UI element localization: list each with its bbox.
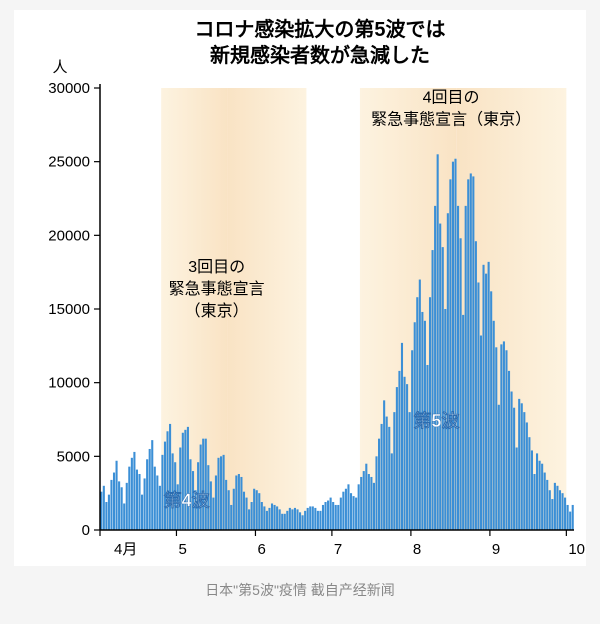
svg-text:緊急事態宣言（東京）: 緊急事態宣言（東京） [371, 111, 531, 129]
svg-text:15000: 15000 [48, 301, 90, 318]
svg-text:0: 0 [82, 522, 90, 539]
svg-text:25000: 25000 [48, 154, 90, 171]
svg-text:新規感染者数が急減した: 新規感染者数が急減した [210, 43, 430, 67]
page-container: 0 5000 10000 15000 20000 25000 30000 人 4月 5 6 7 8 9 10… [0, 0, 600, 624]
image-caption: 日本"第5波"疫情 截自产经新闻 [14, 580, 586, 600]
svg-text:7: 7 [334, 541, 342, 558]
svg-text:4回目の: 4回目の [423, 90, 480, 107]
bar-chart: 0 5000 10000 15000 20000 25000 30000 人 4月 5 6 7 8 9 10… [14, 10, 586, 566]
svg-text:3回目の: 3回目の [188, 259, 245, 276]
svg-text:4月: 4月 [114, 541, 137, 558]
svg-text:コロナ感染拡大の第5波では: コロナ感染拡大の第5波では [194, 17, 445, 41]
chart-card: 0 5000 10000 15000 20000 25000 30000 人 4月 5 6 7 8 9 10… [14, 10, 586, 566]
svg-text:10000: 10000 [48, 375, 90, 392]
svg-text:30000: 30000 [48, 80, 90, 97]
svg-text:8: 8 [413, 541, 421, 558]
svg-text:6: 6 [257, 541, 265, 558]
svg-text:5000: 5000 [57, 448, 90, 465]
svg-text:5: 5 [178, 541, 186, 558]
svg-text:20000: 20000 [48, 227, 90, 244]
svg-text:緊急事態宣言: 緊急事態宣言 [169, 280, 265, 298]
svg-text:第4波: 第4波 [164, 489, 211, 510]
svg-text:第5波: 第5波 [413, 410, 460, 431]
svg-text:9: 9 [492, 541, 500, 558]
svg-text:（東京）: （東京） [185, 302, 249, 320]
svg-text:人: 人 [52, 59, 67, 76]
svg-text:10: 10 [568, 541, 585, 558]
